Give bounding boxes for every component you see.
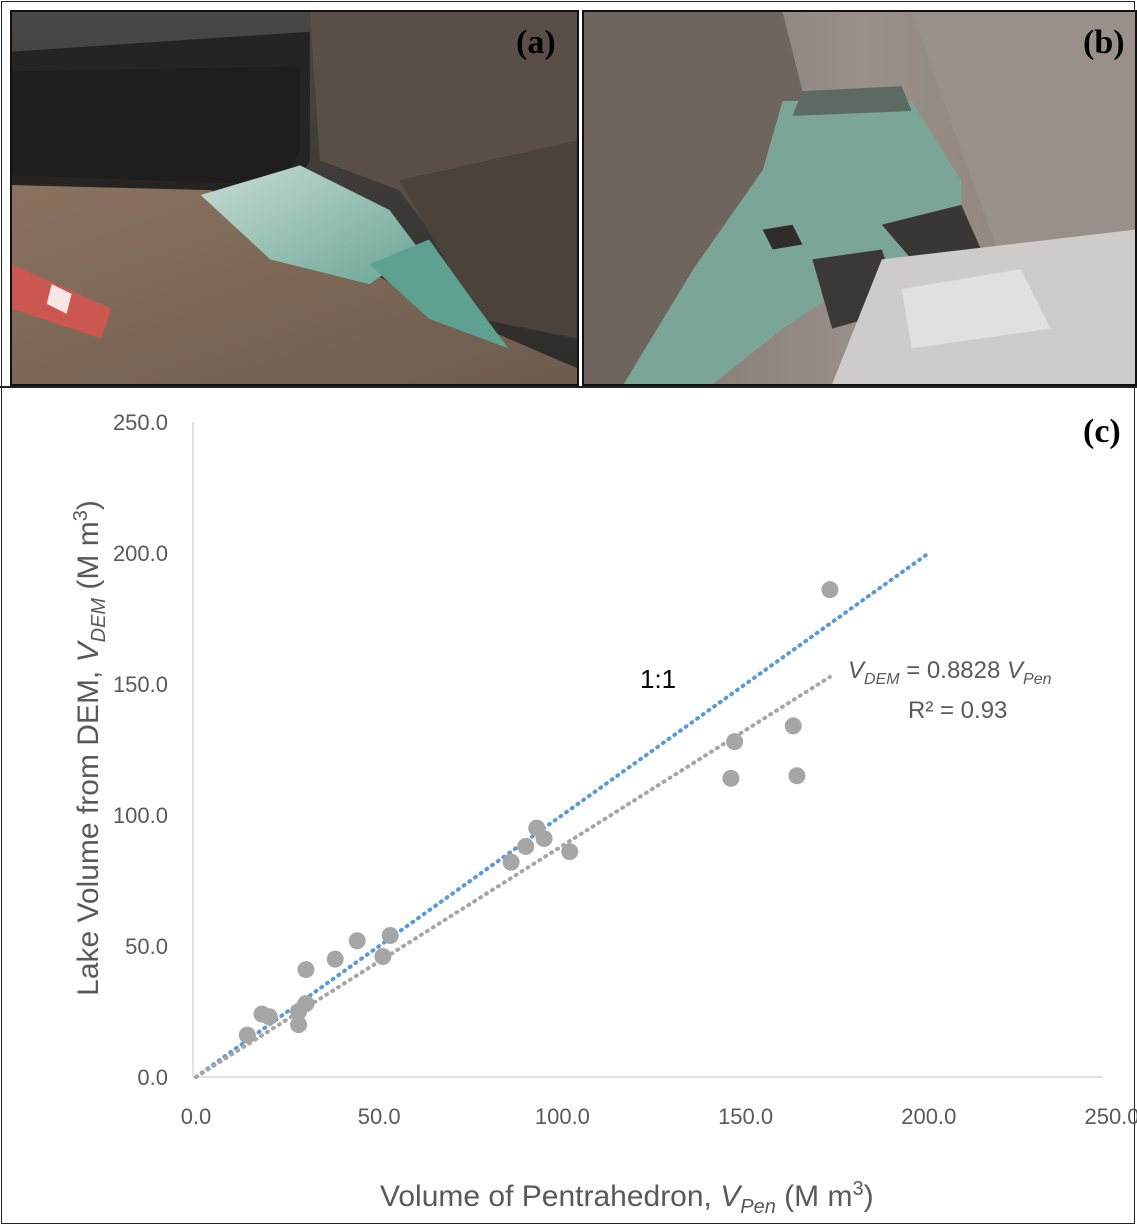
y-tick-label: 150.0: [113, 672, 168, 697]
data-point: [260, 1008, 278, 1026]
one-to-one-label: 1:1: [640, 664, 677, 694]
y-axis-title-unit: (M m: [72, 521, 105, 598]
y-axis-title-sub: DEM: [88, 597, 110, 643]
y-axis-title-prefix: Lake Volume from DEM,: [72, 662, 105, 996]
data-point: [297, 961, 315, 979]
data-point: [784, 717, 802, 735]
data-point: [535, 830, 553, 848]
x-axis-title-unit: (M m: [775, 1180, 853, 1213]
y-axis-title-close: ): [72, 500, 105, 511]
x-tick-label: 150.0: [718, 1104, 773, 1129]
x-tick-label: 0.0: [181, 1104, 212, 1129]
r-squared-label: R² = 0.93: [908, 697, 1008, 724]
y-tick-label: 0.0: [137, 1065, 168, 1090]
data-point: [326, 950, 344, 968]
eq-lhs-var: V: [848, 657, 865, 684]
x-axis-title-close: ): [863, 1180, 874, 1213]
data-point: [726, 733, 744, 751]
x-axis-title: Volume of Pentrahedron, VPen (M m3): [380, 1178, 874, 1219]
x-tick-label: 200.0: [901, 1104, 956, 1129]
y-axis-title-sup: 3: [70, 510, 92, 522]
data-points: [238, 581, 839, 1044]
regression-equation: VDEM = 0.8828 VPen: [848, 657, 1052, 689]
y-tick-label: 100.0: [113, 803, 168, 828]
data-point: [381, 927, 399, 945]
panel-label-c: (c): [1083, 413, 1121, 450]
x-tick-label: 100.0: [535, 1104, 590, 1129]
data-point: [722, 769, 740, 787]
scatter-chart: 0.0 50.0 100.0 150.0 200.0 250.0 0.0 50.0 100.0…: [113, 410, 1137, 1129]
x-axis-title-sup: 3: [852, 1178, 864, 1200]
data-point: [348, 932, 366, 950]
y-axis-title: Lake Volume from DEM, VDEM (M m3): [70, 500, 111, 996]
photo-panel-b: [582, 10, 1137, 386]
y-tick-label: 50.0: [125, 934, 168, 959]
x-tick-label: 50.0: [358, 1104, 401, 1129]
y-tick-label: 250.0: [113, 410, 168, 435]
data-point: [238, 1026, 256, 1044]
data-point: [517, 837, 535, 855]
y-tick-labels: 0.0 50.0 100.0 150.0 200.0 250.0: [113, 410, 168, 1090]
x-axis-title-prefix: Volume of Pentrahedron,: [380, 1180, 721, 1213]
panel-divider: [0, 386, 1137, 388]
x-axis-title-sub: Pen: [740, 1196, 776, 1218]
photo-panel-a: [10, 10, 579, 386]
y-tick-label: 200.0: [113, 541, 168, 566]
x-axis-title-var: V: [720, 1180, 741, 1213]
panel-label-b: (b): [1083, 24, 1125, 61]
panel-label-a: (a): [516, 24, 556, 61]
one-to-one-line: [194, 551, 931, 1079]
eq-mid: = 0.8828: [899, 657, 1008, 684]
photo-a-image: [12, 12, 577, 384]
data-point: [821, 581, 839, 599]
photo-b-image: [584, 12, 1135, 384]
data-point: [788, 767, 806, 785]
x-tick-labels: 0.0 50.0 100.0 150.0 200.0 250.0: [181, 1104, 1137, 1129]
y-axis-title-var: V: [72, 642, 105, 663]
eq-lhs-sub: DEM: [864, 670, 900, 688]
data-point: [502, 853, 520, 871]
data-point: [297, 995, 315, 1013]
data-point: [374, 947, 392, 965]
data-point: [561, 843, 579, 861]
data-point: [290, 1016, 308, 1034]
eq-rhs-var: V: [1007, 657, 1024, 684]
eq-rhs-sub: Pen: [1023, 670, 1052, 688]
x-tick-label: 250.0: [1084, 1104, 1137, 1129]
